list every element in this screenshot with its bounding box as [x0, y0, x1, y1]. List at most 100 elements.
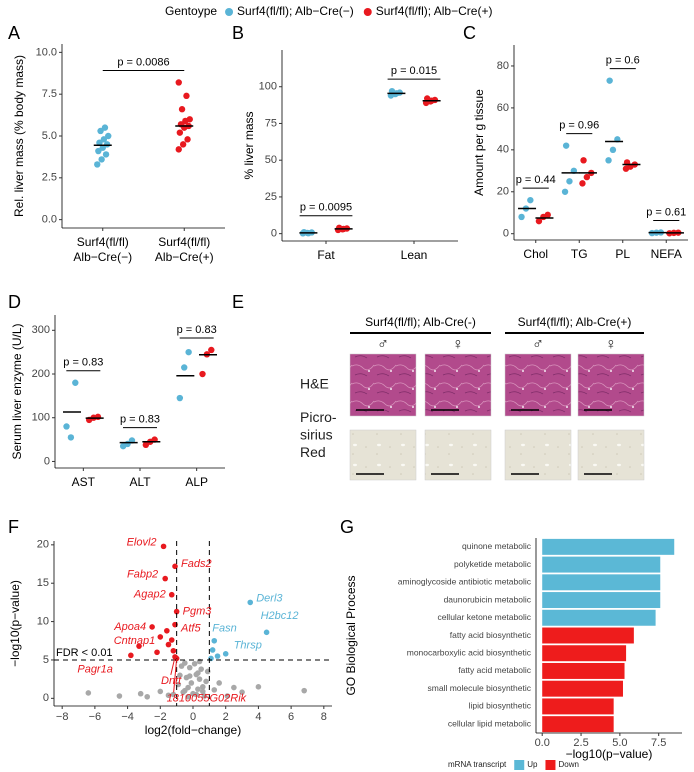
- point-label: 1810055G02Rik: [167, 692, 247, 704]
- y-tick-label: lipid biosynthetic: [469, 701, 532, 711]
- y-tick-label: 5.0: [42, 130, 57, 142]
- row-label: H&E: [300, 376, 329, 392]
- y-tick-label: 0: [44, 455, 50, 467]
- x-tick-label: 4: [255, 711, 261, 723]
- y-tick-label: 25: [265, 191, 277, 203]
- y-tick-label: 10.0: [36, 46, 57, 58]
- point-label: Atf5: [180, 623, 201, 635]
- point-label: Fads2: [181, 558, 212, 570]
- x-tick-label: Fat: [317, 248, 335, 262]
- point-label: Agap2: [133, 589, 166, 601]
- y-tick-label: 200: [32, 368, 50, 380]
- sex-symbol: ♀: [452, 336, 464, 353]
- data-point: [137, 690, 144, 697]
- bar: [542, 538, 675, 555]
- legend-swatch: [514, 760, 525, 770]
- data-point: [176, 129, 184, 136]
- data-point: [154, 649, 160, 656]
- x-tick-label: 7.5: [651, 737, 666, 749]
- data-point: [185, 348, 192, 356]
- micrograph: [577, 353, 645, 417]
- y-tick-label: 80: [497, 60, 509, 72]
- y-tick-label: 0: [271, 228, 277, 240]
- y-tick-label: 100: [32, 412, 50, 424]
- data-point: [128, 652, 134, 659]
- panel-label: F: [8, 517, 19, 537]
- x-tick-label: AST: [72, 475, 96, 489]
- data-point: [186, 664, 193, 671]
- point-label: H2bc12: [261, 610, 299, 622]
- data-point: [191, 660, 198, 667]
- bar: [542, 627, 634, 644]
- data-point: [72, 379, 79, 386]
- x-tick-label: 2.5: [573, 737, 588, 749]
- data-point: [99, 144, 106, 151]
- data-point: [97, 127, 104, 135]
- y-tick-label: 2.5: [42, 172, 57, 184]
- p-value: p = 0.44: [516, 174, 556, 186]
- p-value: p = 0.83: [177, 324, 217, 336]
- y-tick-label: 60: [497, 102, 509, 114]
- point-label: Elovl2: [127, 536, 157, 548]
- sex-symbol: ♂: [377, 336, 389, 353]
- group-header: Surf4(fl/fl); Alb-Cre(-): [365, 315, 476, 329]
- legend-label: Down: [558, 760, 578, 769]
- data-point: [580, 157, 587, 164]
- y-tick-label: daunorubicin metabolic: [444, 594, 532, 604]
- panel-label: E: [232, 292, 244, 312]
- p-value: p = 0.0086: [117, 56, 169, 68]
- x-tick-label: 6: [288, 711, 294, 723]
- bar: [542, 592, 661, 609]
- data-point: [181, 364, 188, 371]
- y-tick-label: 10: [37, 615, 49, 627]
- data-point: [185, 684, 191, 691]
- data-point: [102, 151, 110, 158]
- p-value: p = 0.83: [120, 413, 160, 425]
- point-label: Fabp2: [127, 569, 158, 581]
- legend-title: Gentoype: [165, 4, 217, 18]
- data-point: [200, 684, 206, 690]
- bar: [542, 680, 623, 697]
- data-point: [182, 660, 188, 666]
- y-tick-label: polyketide metabolic: [454, 559, 532, 569]
- y-tick-label: 100: [259, 81, 277, 93]
- data-point: [605, 157, 612, 164]
- y-tick-label: 75: [265, 117, 277, 129]
- panel-label: C: [463, 23, 476, 43]
- micrograph: [349, 353, 417, 417]
- bar: [542, 698, 614, 715]
- data-point: [96, 139, 103, 146]
- panel-label: A: [8, 23, 20, 43]
- x-axis-title: log2(fold−change): [145, 723, 241, 737]
- data-point: [157, 688, 164, 695]
- x-tick-label: TG: [571, 247, 588, 261]
- data-point: [198, 666, 204, 672]
- x-tick-label: −6: [89, 711, 102, 723]
- y-axis-title: Amount per g tissue: [472, 89, 486, 196]
- data-point: [105, 132, 112, 140]
- y-tick-label: 40: [497, 144, 509, 156]
- legend-label: Surf4(fl/fl); Alb−Cre(−): [237, 4, 354, 18]
- data-point: [116, 693, 123, 699]
- bar: [542, 645, 627, 662]
- data-point: [185, 693, 191, 700]
- legend-label: Up: [527, 760, 538, 769]
- y-axis-title: −log10(p−value): [8, 580, 22, 667]
- y-axis-title: Rel. liver mass (% body mass): [12, 55, 26, 217]
- data-point: [149, 624, 155, 630]
- x-tick-label: 5.0: [612, 737, 627, 749]
- data-point: [562, 142, 570, 149]
- bar: [542, 609, 656, 626]
- data-point: [195, 686, 201, 692]
- y-axis-title: % liver mass: [242, 111, 256, 179]
- point-label: Dntt: [161, 675, 182, 687]
- bar: [542, 556, 661, 573]
- data-point: [188, 680, 195, 686]
- y-tick-label: 5: [43, 654, 49, 666]
- data-point: [216, 680, 222, 686]
- point-label: Apoa4: [113, 621, 146, 633]
- p-value: p = 0.6: [606, 55, 640, 67]
- y-tick-label: fatty acid metabolic: [458, 665, 532, 675]
- label-leader: [173, 658, 178, 693]
- data-point: [172, 563, 178, 570]
